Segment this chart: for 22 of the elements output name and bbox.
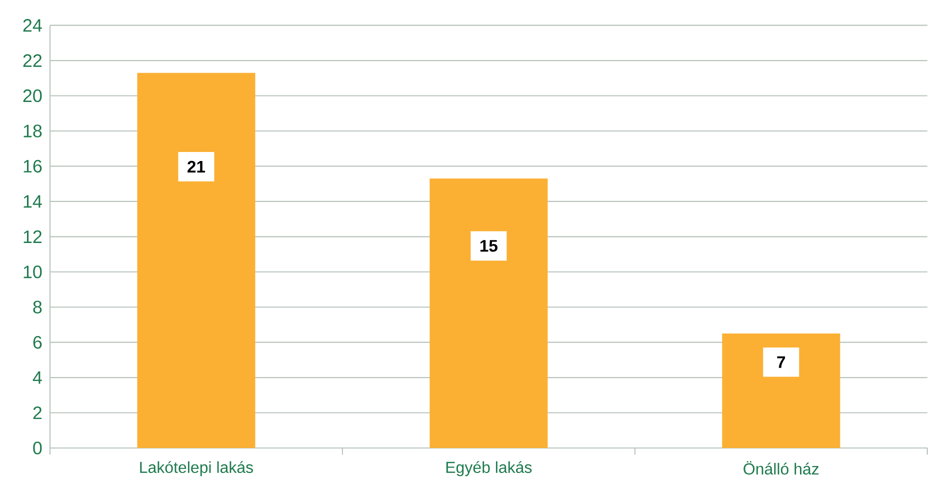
bar: [137, 72, 256, 448]
data-label: 7: [777, 356, 786, 368]
y-tick-label: 6: [33, 336, 42, 349]
x-tick-label: Lakótelepi lakás: [140, 461, 253, 476]
y-tick-label: 0: [33, 442, 42, 454]
x-tick-label: Egyéb lakás: [446, 461, 532, 476]
y-tick-label: 2: [33, 406, 42, 420]
y-tick-label: 22: [23, 54, 42, 67]
y-tick-label: 20: [23, 89, 42, 102]
y-tick-label: 8: [33, 300, 42, 314]
y-tick-label: 10: [24, 266, 42, 278]
y-tick-label: 24: [23, 19, 42, 32]
bar: [722, 334, 840, 448]
data-label: 15: [480, 240, 498, 252]
data-label: 21: [188, 160, 206, 172]
y-tick-label: 4: [32, 371, 42, 384]
y-tick-label: 12: [24, 230, 42, 243]
bar: [430, 178, 548, 448]
y-tick-label: 16: [24, 160, 42, 173]
y-tick-label: 14: [24, 195, 42, 208]
y-tick-label: 18: [24, 124, 42, 138]
x-tick-label: Önálló ház: [744, 461, 819, 475]
